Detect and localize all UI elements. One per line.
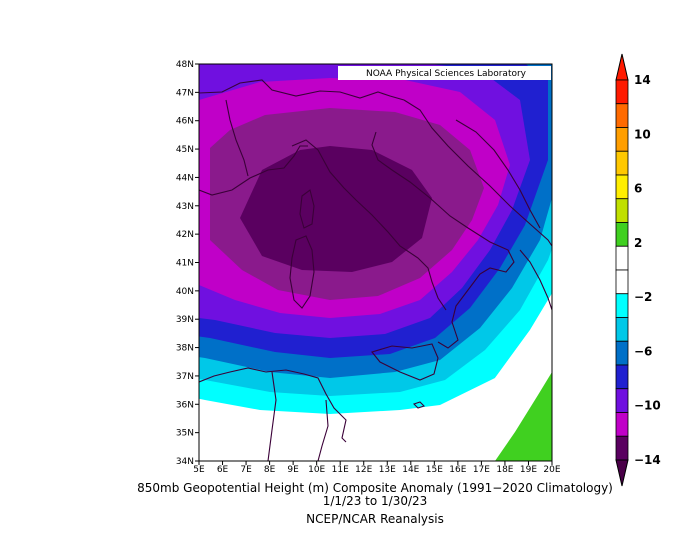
lat-tick-label: 35N [176,429,194,439]
colorbar-tick-label: −2 [634,290,652,304]
coastline-malta [412,401,426,409]
colorbar-tick-label: −6 [634,344,652,358]
lat-tick-label: 40N [176,287,194,297]
lat-tick-label: 41N [176,259,194,269]
longitude-axis: 5E 6E 7E 8E 9E 10E 11E 12E 13E 14E 15E 16E 17E 18E 19E… [193,461,561,475]
lon-tick-label: 5E [193,465,205,475]
lat-tick-label: 38N [176,344,194,354]
caption-source: NCEP/NCAR Reanalysis [306,512,444,526]
lon-tick-label: 19E [520,465,537,475]
colorbar-top-arrow [615,53,629,81]
colorbar-segment [615,103,629,128]
lat-tick-label: 39N [176,315,194,325]
border-balkans-interior [455,119,541,229]
coastlines [199,79,552,461]
colorbar-bottom-arrow [615,459,629,487]
colorbar-segment [615,293,629,318]
coastline-sicily [371,343,439,381]
border-algeria-tunisia [267,371,277,461]
colorbar: 14 10 6 2 −2 −6 −10 −14 [615,53,661,487]
lon-tick-label: 12E [355,465,372,475]
lon-tick-label: 11E [332,465,349,475]
caption-date-range: 1/1/23 to 1/30/23 [322,494,428,508]
caption-title: 850mb Geopotential Height (m) Composite … [137,481,613,495]
lat-tick-label: 36N [176,400,194,410]
lon-tick-label: 16E [449,465,466,475]
watermark-box [338,66,551,80]
map-plot-area [199,64,552,461]
lon-tick-label: 13E [379,465,396,475]
coastline-alps-border [199,79,405,101]
lat-tick-label: 42N [176,230,194,240]
lon-tick-label: 14E [402,465,419,475]
lon-tick-label: 20E [543,465,560,475]
lon-tick-label: 15E [426,465,443,475]
coastline-balkans [403,99,552,247]
colorbar-segment [615,198,629,223]
watermark-label: NOAA Physical Sciences Laboratory [366,69,527,79]
lon-tick-label: 7E [240,465,252,475]
coastline-sardinia [289,235,315,309]
lat-tick-label: 44N [176,173,194,183]
latitude-axis: 48N 47N 46N 45N 44N 43N 42N 41N 40N 39N 38N 37N 36N 3… [176,60,199,467]
lat-tick-label: 46N [176,117,194,127]
colorbar-segment [615,222,629,247]
colorbar-tick-label: 2 [634,236,642,250]
colorbar-tick-label: 14 [634,73,651,87]
colorbar-segment [615,269,629,295]
colorbar-segment [615,174,629,200]
colorbar-segment [615,364,629,390]
coastline-greece-albania [519,249,552,311]
coastline-france-south [199,145,308,196]
lat-tick-label: 34N [176,457,194,467]
coastline-north-africa [199,367,347,443]
colorbar-tick-label: 10 [634,127,651,141]
border-france-interior [225,99,249,177]
colorbar-segment [615,79,629,105]
lat-tick-label: 48N [176,60,194,70]
colorbar-tick-label: −10 [634,399,661,413]
colorbar-segment [615,317,629,342]
colorbar-tick-label: −14 [634,453,661,467]
coastline-italy-east [371,131,515,349]
lat-tick-label: 47N [176,88,194,98]
border-tunisia-libya [317,399,329,461]
colorbar-segment [615,388,629,413]
lon-tick-label: 17E [473,465,490,475]
lon-tick-label: 8E [264,465,276,475]
colorbar-segment [615,150,629,176]
coastline-italy-west [291,139,447,311]
colorbar-segment [615,435,629,461]
lat-tick-label: 37N [176,372,194,382]
band-minus14-core [240,146,432,272]
lon-tick-label: 18E [496,465,513,475]
colorbar-segment [615,340,629,366]
colorbar-tick-label: 6 [634,182,642,196]
positive-anomaly-green [495,372,552,461]
colorbar-segment [615,245,629,271]
lat-tick-label: 45N [176,145,194,155]
colorbar-segment [615,127,629,152]
colorbar-segment [615,412,629,437]
lon-tick-label: 6E [217,465,229,475]
coastline-corsica [299,189,315,229]
lat-tick-label: 43N [176,202,194,212]
lon-tick-label: 10E [308,465,325,475]
lon-tick-label: 9E [287,465,299,475]
